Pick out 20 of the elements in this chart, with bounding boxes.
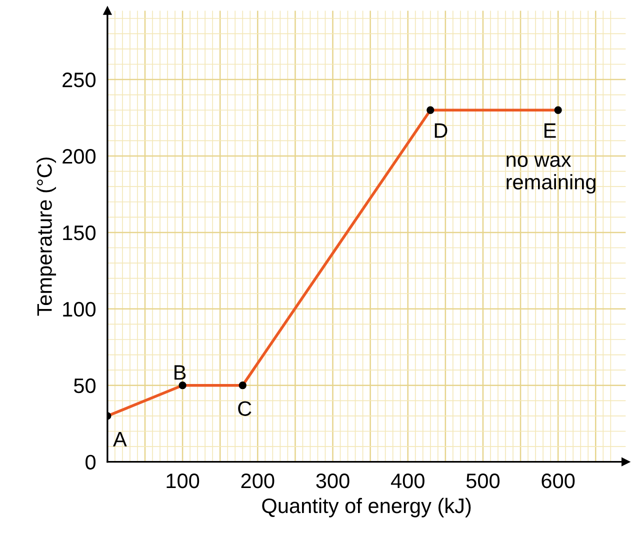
- y-tick-label: 250: [62, 72, 96, 88]
- annotation: B: [174, 365, 186, 380]
- x-axis-title: Quantity of energy (kJ): [262, 498, 471, 518]
- x-tick-label: 400: [390, 473, 424, 488]
- annotation: C: [238, 401, 252, 416]
- y-tick-label: 0: [86, 454, 96, 470]
- annotation: no wax remaining: [506, 156, 596, 194]
- annotation: D: [434, 123, 448, 138]
- x-tick-label: 500: [466, 473, 500, 488]
- x-tick-label: 300: [316, 473, 350, 488]
- x-tick-label: 100: [166, 473, 200, 488]
- y-tick-label: 50: [74, 378, 96, 394]
- x-tick-label: 600: [542, 473, 575, 488]
- y-axis-title: Temperature (°C): [36, 158, 56, 316]
- annotation: A: [113, 432, 127, 446]
- annotation: E: [544, 123, 556, 138]
- y-tick-label: 150: [63, 225, 96, 240]
- x-tick-label: 200: [241, 473, 274, 488]
- y-tick-label: 200: [62, 149, 96, 164]
- y-tick-label: 100: [63, 302, 96, 317]
